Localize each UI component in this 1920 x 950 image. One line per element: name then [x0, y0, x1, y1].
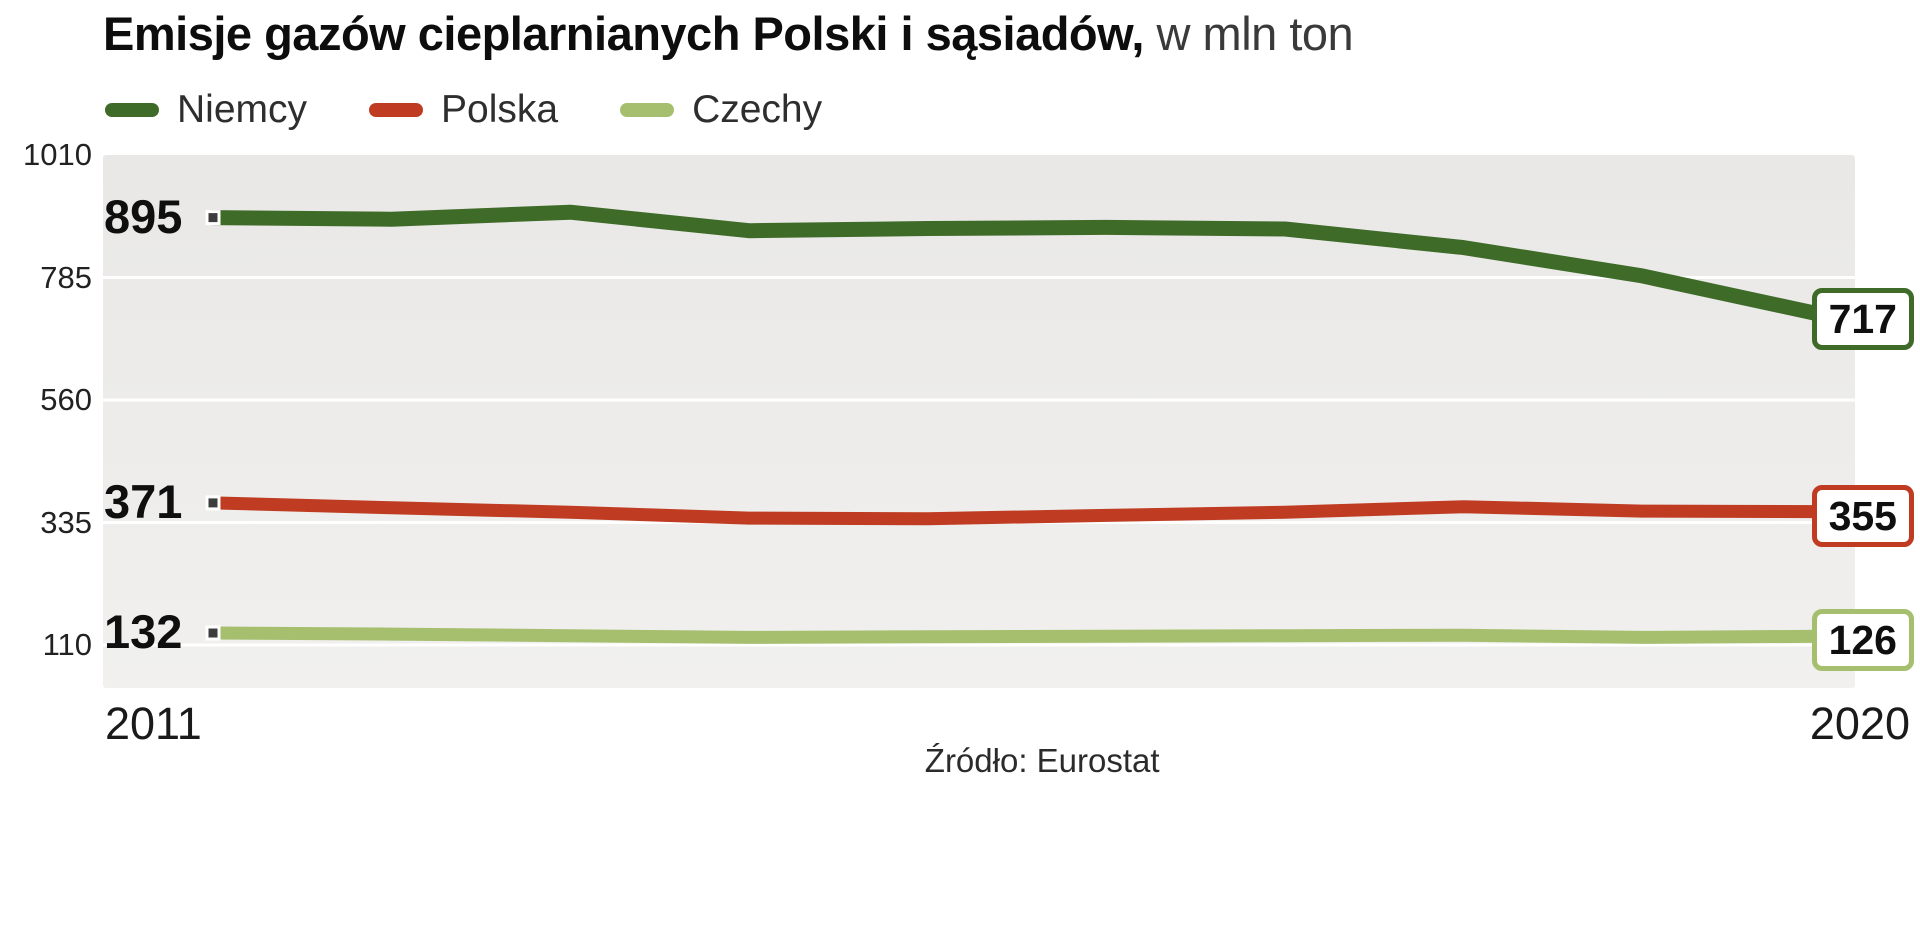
series-end-value-badge: 717	[1811, 287, 1914, 350]
series-end-value-badge: 355	[1811, 484, 1914, 547]
data-point-marker	[205, 625, 221, 641]
source-caption: Źródło: Eurostat	[924, 742, 1160, 779]
legend-label-polska: Polska	[441, 88, 559, 131]
series-end-value-badge: 126	[1811, 609, 1914, 672]
y-tick-label: 785	[40, 259, 92, 295]
legend-swatch-polska-icon	[369, 103, 424, 117]
legend-label-czechy: Czechy	[692, 88, 823, 131]
x-axis-label-start: 2011	[105, 698, 202, 749]
legend-label-niemcy: Niemcy	[177, 88, 308, 131]
legend-item-polska: Polska	[369, 88, 558, 132]
x-axis-label-end: 2020	[1809, 698, 1910, 749]
series-start-value: 895	[104, 189, 183, 243]
legend-item-niemcy: Niemcy	[105, 88, 307, 132]
y-tick-label: 1010	[23, 137, 92, 172]
data-point-marker	[205, 210, 221, 226]
chart-title: Emisje gazów cieplarnianych Polski i sąs…	[103, 6, 1354, 61]
legend-swatch-czechy-icon	[620, 103, 675, 117]
chart-title-unit: w mln ton	[1144, 7, 1354, 60]
legend-item-czechy: Czechy	[620, 88, 822, 132]
legend: Niemcy Polska Czechy	[105, 88, 822, 132]
y-tick-label: 335	[40, 504, 92, 540]
legend-swatch-niemcy-icon	[105, 103, 159, 117]
chart-title-main: Emisje gazów cieplarnianych Polski i sąs…	[103, 7, 1145, 60]
y-tick-label: 560	[40, 382, 92, 417]
series-start-value: 371	[104, 474, 183, 528]
plot-area	[103, 155, 1855, 688]
y-tick-label: 110	[42, 627, 92, 662]
chart-canvas	[103, 204, 1855, 647]
series-start-value: 132	[104, 605, 183, 659]
data-point-marker	[205, 495, 221, 511]
